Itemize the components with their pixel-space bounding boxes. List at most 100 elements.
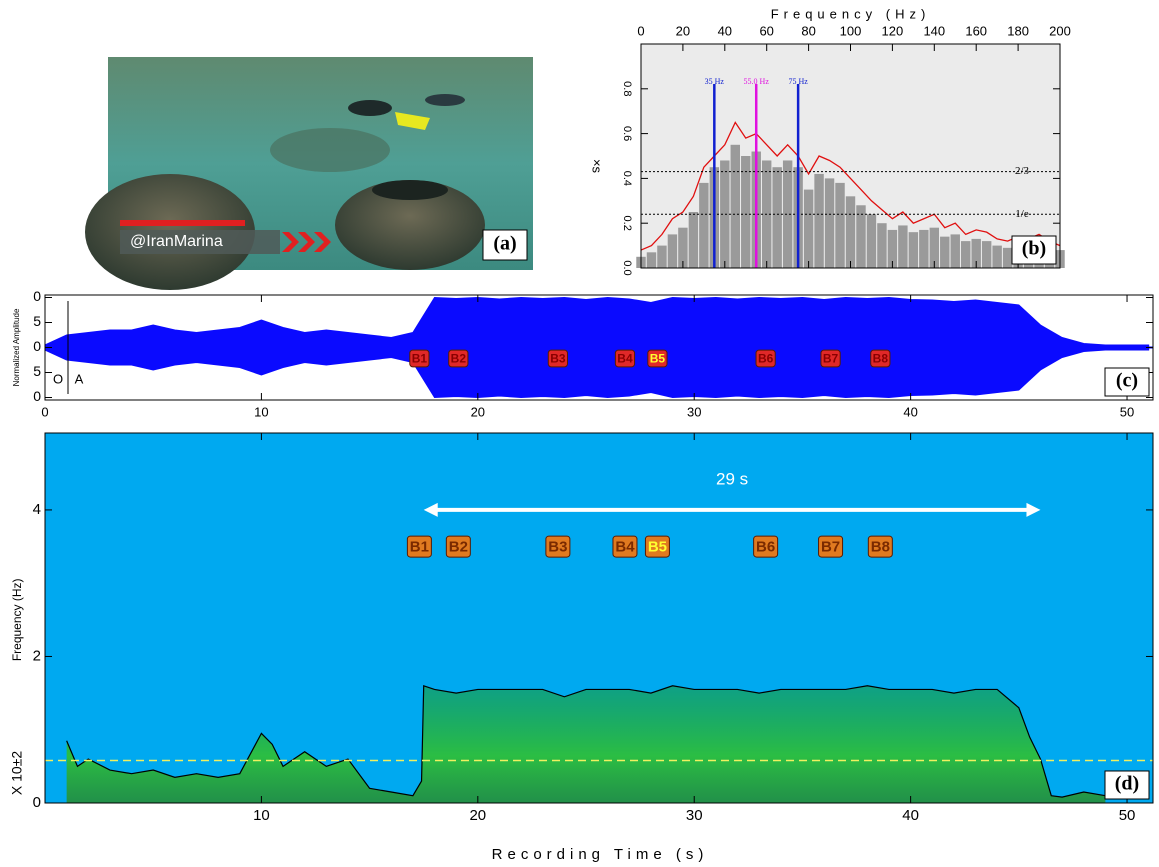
spectrum-bar	[835, 182, 845, 268]
x-tick-label: 30	[686, 807, 703, 824]
marker-box	[818, 535, 844, 558]
y-tick-label: 0.0	[621, 260, 633, 275]
y-tick-label: 0.2	[621, 216, 633, 231]
spectrum-bar	[803, 189, 814, 268]
x-tick-label: 40	[902, 807, 919, 824]
marker-box	[820, 349, 841, 368]
y-tick-label: 0.6	[621, 126, 633, 141]
x-tick-label: 20	[471, 404, 485, 419]
marker-label: B8	[873, 352, 889, 366]
caption-box	[120, 230, 280, 254]
y-scale-label: X 10±2	[9, 751, 25, 795]
marker-label: B5	[648, 539, 667, 556]
x-tick-label: 20	[469, 807, 486, 824]
rock	[270, 128, 390, 172]
spectrum-bar	[856, 205, 866, 268]
marker-box	[647, 349, 668, 368]
marker-box	[409, 349, 430, 368]
marker-box	[870, 349, 891, 368]
spectrogram-energy	[66, 685, 1106, 803]
marker-box	[614, 349, 636, 368]
panel-label-box	[1104, 367, 1150, 397]
spectrum-bar	[688, 212, 699, 268]
marker-label: B4	[617, 352, 633, 366]
arrow-head	[1026, 502, 1041, 517]
spectrum-bar	[845, 196, 856, 268]
marker-box	[644, 535, 670, 558]
x-tick-label: 200	[1049, 23, 1071, 38]
marker-box	[753, 535, 779, 558]
marker-label: B8	[871, 539, 890, 556]
corner-text: O	[53, 371, 63, 386]
panel-label-box	[1011, 235, 1057, 265]
y-axis-title: Frequency (Hz)	[10, 578, 24, 661]
frequency-label: 35 Hz	[705, 77, 725, 86]
x-tick-label: 10	[254, 404, 268, 419]
marker-box	[755, 349, 776, 368]
panel-label: (b)	[1022, 238, 1046, 260]
marker-label: B4	[615, 539, 635, 556]
spectrum-bar	[699, 182, 709, 268]
x-tick-label: 160	[965, 23, 987, 38]
x-axis-title: Recording Time (s)	[492, 846, 709, 863]
reference-label: 2/3	[1015, 165, 1030, 177]
dominant-frequency-line	[66, 684, 1106, 798]
y-tick-label: 0.8	[621, 81, 633, 96]
x-tick-label: 0	[41, 404, 48, 419]
marker-label: B1	[412, 352, 428, 366]
y-axis-title: Normalized Amplitude	[12, 308, 21, 386]
caption: @IranMarina	[130, 233, 223, 250]
caption-bar	[120, 220, 245, 226]
photo-panel: @IranMarina (a)	[85, 57, 533, 290]
diver	[425, 94, 465, 106]
marker-box	[545, 535, 571, 558]
spectrum-bar	[1002, 247, 1013, 268]
panel-label: (d)	[1115, 773, 1139, 795]
y-tick-label: 2	[33, 647, 41, 664]
x-tick-label: 60	[759, 23, 773, 38]
spectrum-bar	[971, 238, 981, 268]
x-tick-label: 20	[676, 23, 690, 38]
marker-label: B2	[451, 352, 467, 366]
x-tick-label: 180	[1007, 23, 1029, 38]
chevron	[298, 232, 315, 252]
panel-label: (c)	[1116, 370, 1138, 392]
spectrum-bar	[730, 144, 740, 268]
x-tick-label: 40	[903, 404, 917, 419]
marker-label: B7	[821, 539, 840, 556]
x-tick-label: 50	[1120, 404, 1134, 419]
envelope-line	[640, 121, 1061, 251]
spectrum-bar	[772, 167, 782, 268]
spectrum-bar	[741, 156, 751, 268]
y-tick-label: 5	[33, 363, 41, 379]
x-tick-label: 40	[718, 23, 732, 38]
y-tick-label: 0	[33, 288, 41, 304]
marker-label: B6	[758, 352, 774, 366]
marker-label: B3	[548, 539, 567, 556]
y-tick-label: 5	[33, 313, 41, 329]
marker-box	[547, 349, 568, 368]
x-tick-label: 50	[1119, 807, 1136, 824]
reference-label: 1/e	[1015, 208, 1029, 220]
x-tick-label: 100	[840, 23, 862, 38]
spectrum-bar	[887, 229, 898, 268]
marker-box	[612, 535, 638, 558]
y-tick-label: 4	[33, 501, 41, 518]
spectrum-bar	[720, 160, 730, 268]
spectrum-bar	[929, 227, 940, 268]
frequency-label: 75 Hz	[788, 77, 808, 86]
spectrum-bar	[908, 232, 919, 268]
spectrum-bar	[646, 252, 657, 268]
diver	[348, 100, 392, 116]
x-axis-title: Frequency (Hz)	[771, 6, 931, 21]
marker-box	[448, 349, 469, 368]
rock	[335, 180, 485, 270]
marker-box	[867, 535, 893, 558]
marker-box	[406, 535, 432, 558]
marker-label: B3	[550, 352, 566, 366]
marker-label: B1	[410, 539, 429, 556]
duration-label: 29 s	[716, 469, 748, 488]
spectrum-bar	[981, 241, 992, 268]
frequency-label: 55.0 Hz	[744, 77, 770, 86]
